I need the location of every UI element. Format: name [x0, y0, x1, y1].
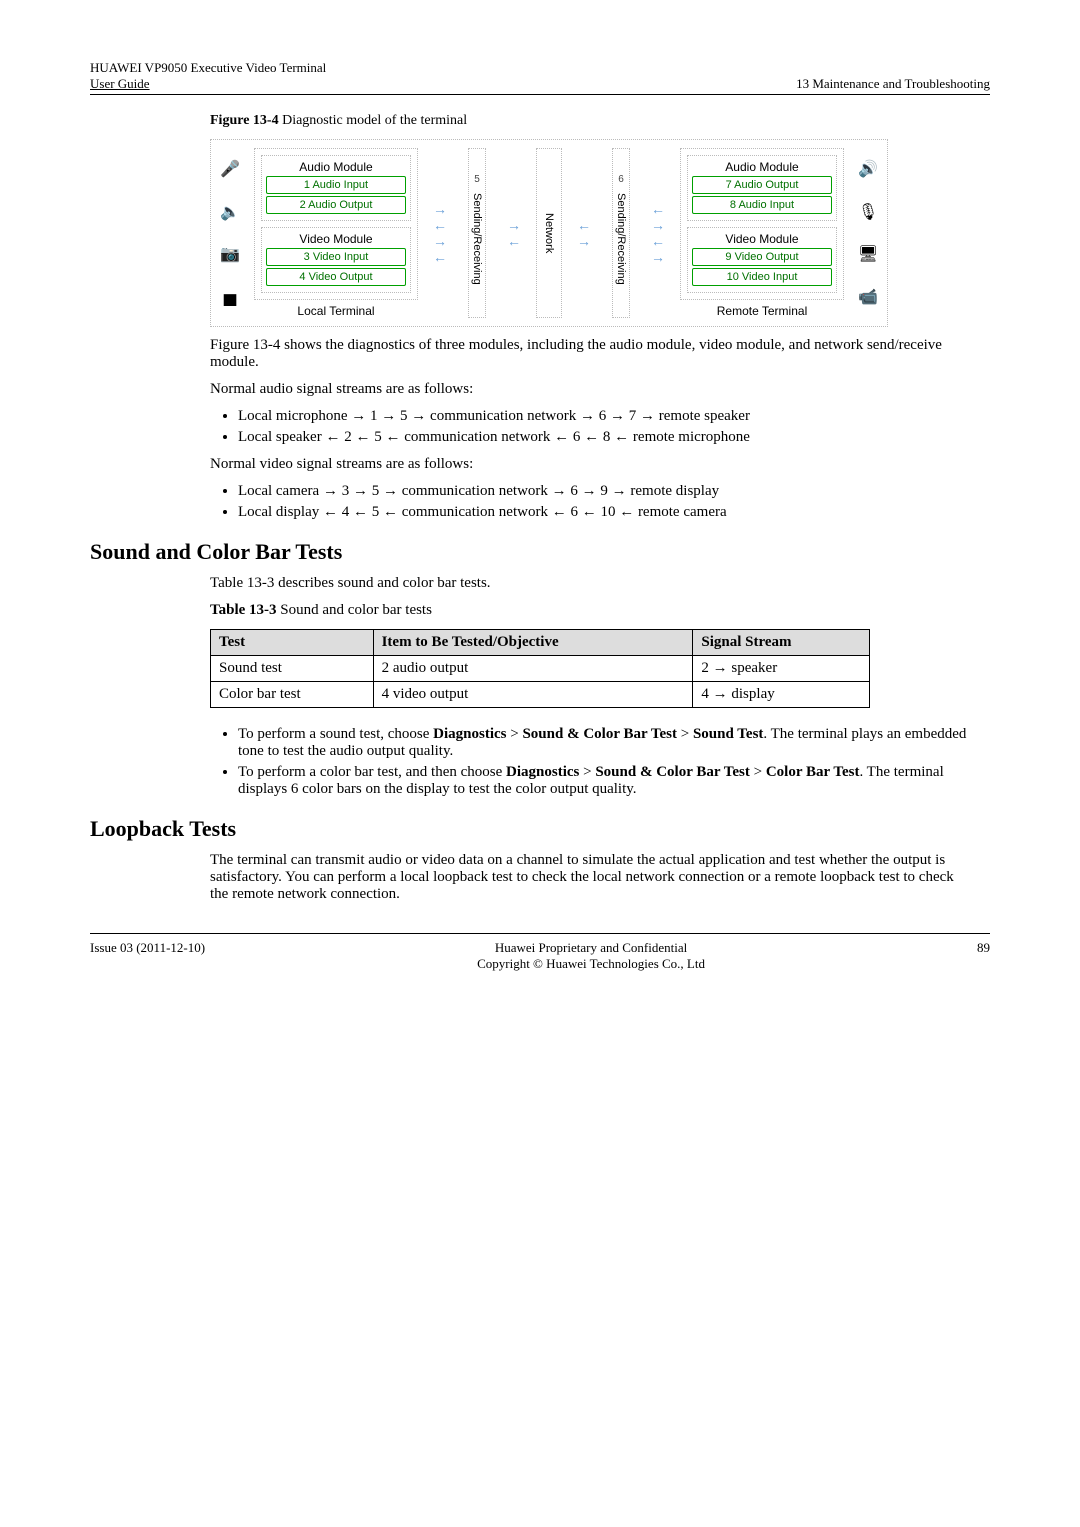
mic-icon: 🎙	[858, 202, 878, 222]
remote-video-module: Video Module 9 Video Output 10 Video Inp…	[687, 227, 837, 293]
col-item: Item to Be Tested/Objective	[373, 630, 693, 656]
page-footer: Issue 03 (2011-12-10) Huawei Proprietary…	[90, 933, 990, 972]
doc-type: User Guide	[90, 76, 326, 92]
figure-caption: Figure 13-4 Diagnostic model of the term…	[210, 113, 990, 129]
remote-icons: 🔊 🎙 🖥 📹	[857, 148, 879, 318]
table-label: Table 13-3	[210, 602, 277, 618]
table-header-row: Test Item to Be Tested/Objective Signal …	[211, 630, 870, 656]
arrow-right-icon: →	[431, 233, 449, 249]
arrow-right-icon: →	[649, 249, 667, 265]
diagnostic-diagram: 🎤 🔈 📷 ▅ Audio Module 1 Audio Input 2 Aud…	[210, 139, 888, 327]
section1-intro: Table 13-3 describes sound and color bar…	[210, 575, 970, 592]
speaker-icon: 🔈	[220, 202, 240, 222]
table-row: Color bar test 4 video output 4 → displa…	[211, 682, 870, 708]
col-test: Test	[211, 630, 374, 656]
remote-terminal-label: Remote Terminal	[680, 304, 844, 318]
section-sound-color-title: Sound and Color Bar Tests	[90, 539, 990, 565]
footer-center: Huawei Proprietary and Confidential Copy…	[205, 940, 977, 972]
arrow-right-icon: →	[649, 217, 667, 233]
product-line: HUAWEI VP9050 Executive Video Terminal	[90, 60, 326, 76]
local-icons: 🎤 🔈 📷 ▅	[219, 148, 241, 318]
list-item: Local speaker ← 2 ← 5 ← communication ne…	[238, 429, 970, 446]
display-icon: 🖥	[858, 244, 878, 264]
header-right: 13 Maintenance and Troubleshooting	[796, 60, 990, 92]
arrow-right-icon: →	[505, 217, 523, 233]
arrow-right-icon: →	[575, 233, 593, 249]
local-terminal-label: Local Terminal	[254, 304, 418, 318]
arrow-left-icon: ←	[431, 217, 449, 233]
box-8-audio-input: 8 Audio Input	[692, 196, 832, 214]
list-item: To perform a sound test, choose Diagnost…	[238, 726, 970, 760]
camera-icon: 📹	[858, 287, 878, 307]
arrow-left-icon: ←	[575, 217, 593, 233]
arrow-right-icon: →	[431, 201, 449, 217]
para-audio-intro: Normal audio signal streams are as follo…	[210, 381, 970, 398]
box-10-video-input: 10 Video Input	[692, 268, 832, 286]
list-item: Local camera → 3 → 5 → communication net…	[238, 483, 970, 500]
remote-audio-module: Audio Module 7 Audio Output 8 Audio Inpu…	[687, 155, 837, 221]
arrow-left-icon: ←	[505, 233, 523, 249]
box-3-video-input: 3 Video Input	[266, 248, 406, 266]
sound-color-table: Test Item to Be Tested/Objective Signal …	[210, 629, 870, 708]
video-stream-list: Local camera → 3 → 5 → communication net…	[210, 483, 970, 521]
table-caption-text: Sound and color bar tests	[280, 602, 432, 618]
camera-icon: 📷	[220, 244, 240, 264]
arrow-left-icon: ←	[649, 233, 667, 249]
body-content: Figure 13-4 shows the diagnostics of thr…	[210, 337, 970, 521]
speaker-icon: 🔊	[858, 159, 878, 179]
footer-issue: Issue 03 (2011-12-10)	[90, 940, 205, 972]
audio-stream-list: Local microphone → 1 → 5 → communication…	[210, 408, 970, 446]
remote-side: Audio Module 7 Audio Output 8 Audio Inpu…	[680, 148, 844, 318]
para-modules: Figure 13-4 shows the diagnostics of thr…	[210, 337, 970, 371]
arrows-right: ← → ← →	[649, 148, 667, 318]
col-signal: Signal Stream	[693, 630, 870, 656]
table-row: Sound test 2 audio output 2 → speaker	[211, 656, 870, 682]
arrow-left-icon: ←	[649, 201, 667, 217]
header-left: HUAWEI VP9050 Executive Video Terminal U…	[90, 60, 326, 92]
box-4-video-output: 4 Video Output	[266, 268, 406, 286]
section-loopback-title: Loopback Tests	[90, 816, 990, 842]
arrows-mid-left: → ←	[505, 148, 523, 318]
arrow-left-icon: ←	[431, 249, 449, 265]
table-caption: Table 13-3 Sound and color bar tests	[210, 602, 970, 619]
figure-label: Figure 13-4	[210, 113, 279, 128]
display-icon: ▅	[224, 287, 236, 307]
box-1-audio-input: 1 Audio Input	[266, 176, 406, 194]
page-header: HUAWEI VP9050 Executive Video Terminal U…	[90, 60, 990, 95]
arrows-left: → ← → ←	[431, 148, 449, 318]
figure-caption-text: Diagnostic model of the terminal	[282, 113, 467, 128]
list-item: To perform a color bar test, and then ch…	[238, 764, 970, 798]
local-side: Audio Module 1 Audio Input 2 Audio Outpu…	[254, 148, 418, 318]
list-item: Local microphone → 1 → 5 → communication…	[238, 408, 970, 425]
box-2-audio-output: 2 Audio Output	[266, 196, 406, 214]
local-video-module: Video Module 3 Video Input 4 Video Outpu…	[261, 227, 411, 293]
arrows-mid-right: ← →	[575, 148, 593, 318]
footer-page: 89	[977, 940, 990, 972]
network-box: Network	[536, 148, 562, 318]
send-recv-left: 5 Sending/Receiving	[468, 148, 486, 318]
chapter-title: 13 Maintenance and Troubleshooting	[796, 76, 990, 92]
send-recv-right: 6 Sending/Receiving	[612, 148, 630, 318]
mic-icon: 🎤	[220, 159, 240, 179]
section1-post-bullets: To perform a sound test, choose Diagnost…	[210, 726, 970, 798]
para-video-intro: Normal video signal streams are as follo…	[210, 456, 970, 473]
box-9-video-output: 9 Video Output	[692, 248, 832, 266]
section2-para: The terminal can transmit audio or video…	[210, 852, 970, 903]
local-audio-module: Audio Module 1 Audio Input 2 Audio Outpu…	[261, 155, 411, 221]
box-7-audio-output: 7 Audio Output	[692, 176, 832, 194]
list-item: Local display ← 4 ← 5 ← communication ne…	[238, 504, 970, 521]
